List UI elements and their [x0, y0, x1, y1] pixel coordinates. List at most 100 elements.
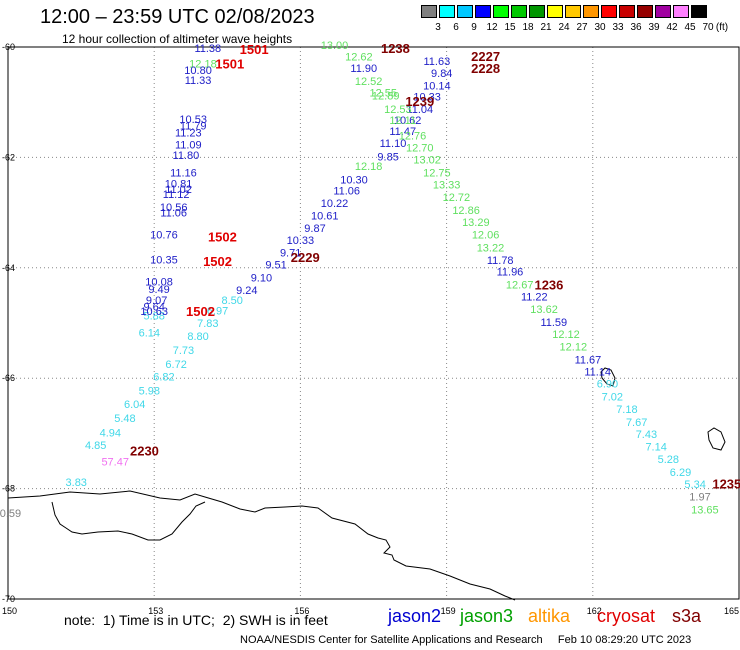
wave-height-label: 11.14	[584, 367, 611, 379]
wave-height-label: 3.83	[66, 477, 87, 489]
note-text: note: 1) Time is in UTC; 2) SWH is in fe…	[64, 612, 328, 628]
legend-swatch	[655, 5, 671, 18]
legend-label: 18	[522, 22, 534, 33]
legend-label: 39	[648, 22, 660, 33]
legend-label: 36	[630, 22, 642, 33]
lon-tick-label: 156	[294, 606, 309, 616]
page-subtitle: 12 hour collection of altimeter wave hei…	[62, 32, 293, 46]
satellite-jason3: jason3	[460, 606, 514, 626]
wave-height-label: 7.14	[645, 442, 666, 454]
legend-swatch	[583, 5, 599, 18]
wave-height-label: 12.62	[345, 51, 373, 63]
legend-label: 70	[702, 22, 714, 33]
wave-height-label: 10.63	[140, 306, 168, 318]
wave-height-label: 11.33	[185, 75, 212, 87]
wave-height-label: 7.18	[616, 404, 637, 416]
coastline-mainland	[7, 490, 516, 601]
satellite-cryosat: cryosat	[597, 606, 656, 626]
wave-height-label: 6.82	[153, 372, 174, 384]
wave-height-label: 10.08	[145, 277, 173, 289]
pass-time-label: 1235	[712, 477, 740, 492]
wave-height-points: 3.83 0.59 57.47 4.854.94 5.48 6.04 5.986.826.7…	[0, 40, 719, 520]
lat-tick-label: -66	[2, 373, 15, 383]
wave-height-label: 10.80	[184, 65, 212, 77]
wave-height-label: 9.64	[143, 301, 164, 313]
wave-height-label: 11.06	[333, 186, 360, 198]
legend-unit: (ft)	[715, 22, 729, 33]
wave-height-label: 9.71	[280, 247, 301, 259]
pass-time-label: 1502	[186, 304, 215, 319]
wave-height-label: 12.18	[189, 59, 217, 71]
wave-height-label: 9.51	[265, 259, 286, 271]
legend-label: 45	[684, 22, 696, 33]
satellite-altika: altika	[528, 606, 571, 626]
wave-height-label: 10.61	[311, 210, 339, 222]
legend-swatch	[619, 5, 635, 18]
pass-time-label: 1501	[240, 42, 269, 57]
lat-tick-label: -64	[2, 263, 15, 273]
wave-height-label: 7.43	[636, 429, 657, 441]
wave-height-label: 12.76	[399, 130, 427, 142]
legend-swatch	[565, 5, 581, 18]
lon-tick-label: 165	[724, 606, 739, 616]
coastline	[7, 367, 726, 601]
wave-height-label: 7.73	[173, 345, 194, 357]
wave-height-label: 12.18	[355, 161, 383, 173]
island-2	[707, 427, 726, 451]
wave-height-label: 10.53	[179, 114, 207, 126]
legend-label: 12	[486, 22, 498, 33]
wave-height-label: 11.22	[521, 292, 548, 304]
legend-swatch	[691, 5, 707, 18]
wave-height-label: 10.33	[413, 92, 441, 104]
wave-height-label: 6.04	[124, 399, 145, 411]
wave-height-label: 5.48	[114, 413, 135, 425]
wave-height-label: 12.06	[472, 230, 500, 242]
lat-tick-label: -68	[2, 484, 15, 494]
wave-height-label: 11.78	[487, 255, 514, 267]
wave-height-label: 7.02	[602, 391, 623, 403]
legend-label: 27	[576, 22, 588, 33]
wave-height-label: 6.72	[165, 359, 186, 371]
wave-height-label: 13.02	[413, 155, 441, 167]
pass-time-label: 1501	[215, 57, 244, 72]
wave-height-label: 11.04	[406, 104, 433, 116]
wave-height-label: 5.28	[658, 454, 679, 466]
wave-height-label: 12.52	[355, 76, 383, 88]
legend-swatch	[637, 5, 653, 18]
wave-height-label: 7.83	[197, 318, 218, 330]
wave-height-label: 10.56	[160, 202, 188, 214]
wave-height-label: 11.12	[163, 189, 190, 201]
legend-swatch	[421, 5, 437, 18]
satellite-jason2: jason2	[388, 606, 442, 626]
pass-time-label: 1238	[381, 41, 410, 56]
wave-height-label: 5.34	[684, 479, 705, 491]
wave-height-label: 13.33	[433, 179, 461, 191]
wave-height-label: 10.22	[321, 198, 349, 210]
pass-time-label: 1239	[405, 94, 434, 109]
wave-height-label: 9.07	[146, 295, 167, 307]
wave-height-label: 6.14	[139, 327, 160, 339]
legend-label: 3	[435, 22, 441, 33]
wave-height-label: 13.62	[530, 304, 558, 316]
legend-label: 15	[504, 22, 516, 33]
wave-height-label: 9.87	[304, 223, 325, 235]
lon-tick-label: 150	[2, 606, 17, 616]
lat-tick-label: -62	[2, 152, 15, 162]
legend-swatch	[529, 5, 545, 18]
satellite-s3a: s3a	[672, 606, 702, 626]
wave-height-label: 11.47	[389, 126, 416, 138]
legend-swatch	[439, 5, 455, 18]
wave-height-label: 11.02	[165, 184, 192, 196]
wave-height-label: 11.63	[423, 56, 450, 68]
legend-swatch	[457, 5, 473, 18]
wave-height-label: 13.65	[691, 505, 719, 517]
legend-swatch	[601, 5, 617, 18]
legend-label: 30	[594, 22, 606, 33]
legend-label: 9	[471, 22, 477, 33]
wave-height-label: 0.59	[0, 508, 21, 520]
wave-height-label: 10.30	[340, 174, 368, 186]
map-frame	[7, 46, 740, 600]
legend-swatch	[475, 5, 491, 18]
map-grid	[8, 47, 739, 599]
wave-height-label: 13.29	[462, 217, 490, 229]
